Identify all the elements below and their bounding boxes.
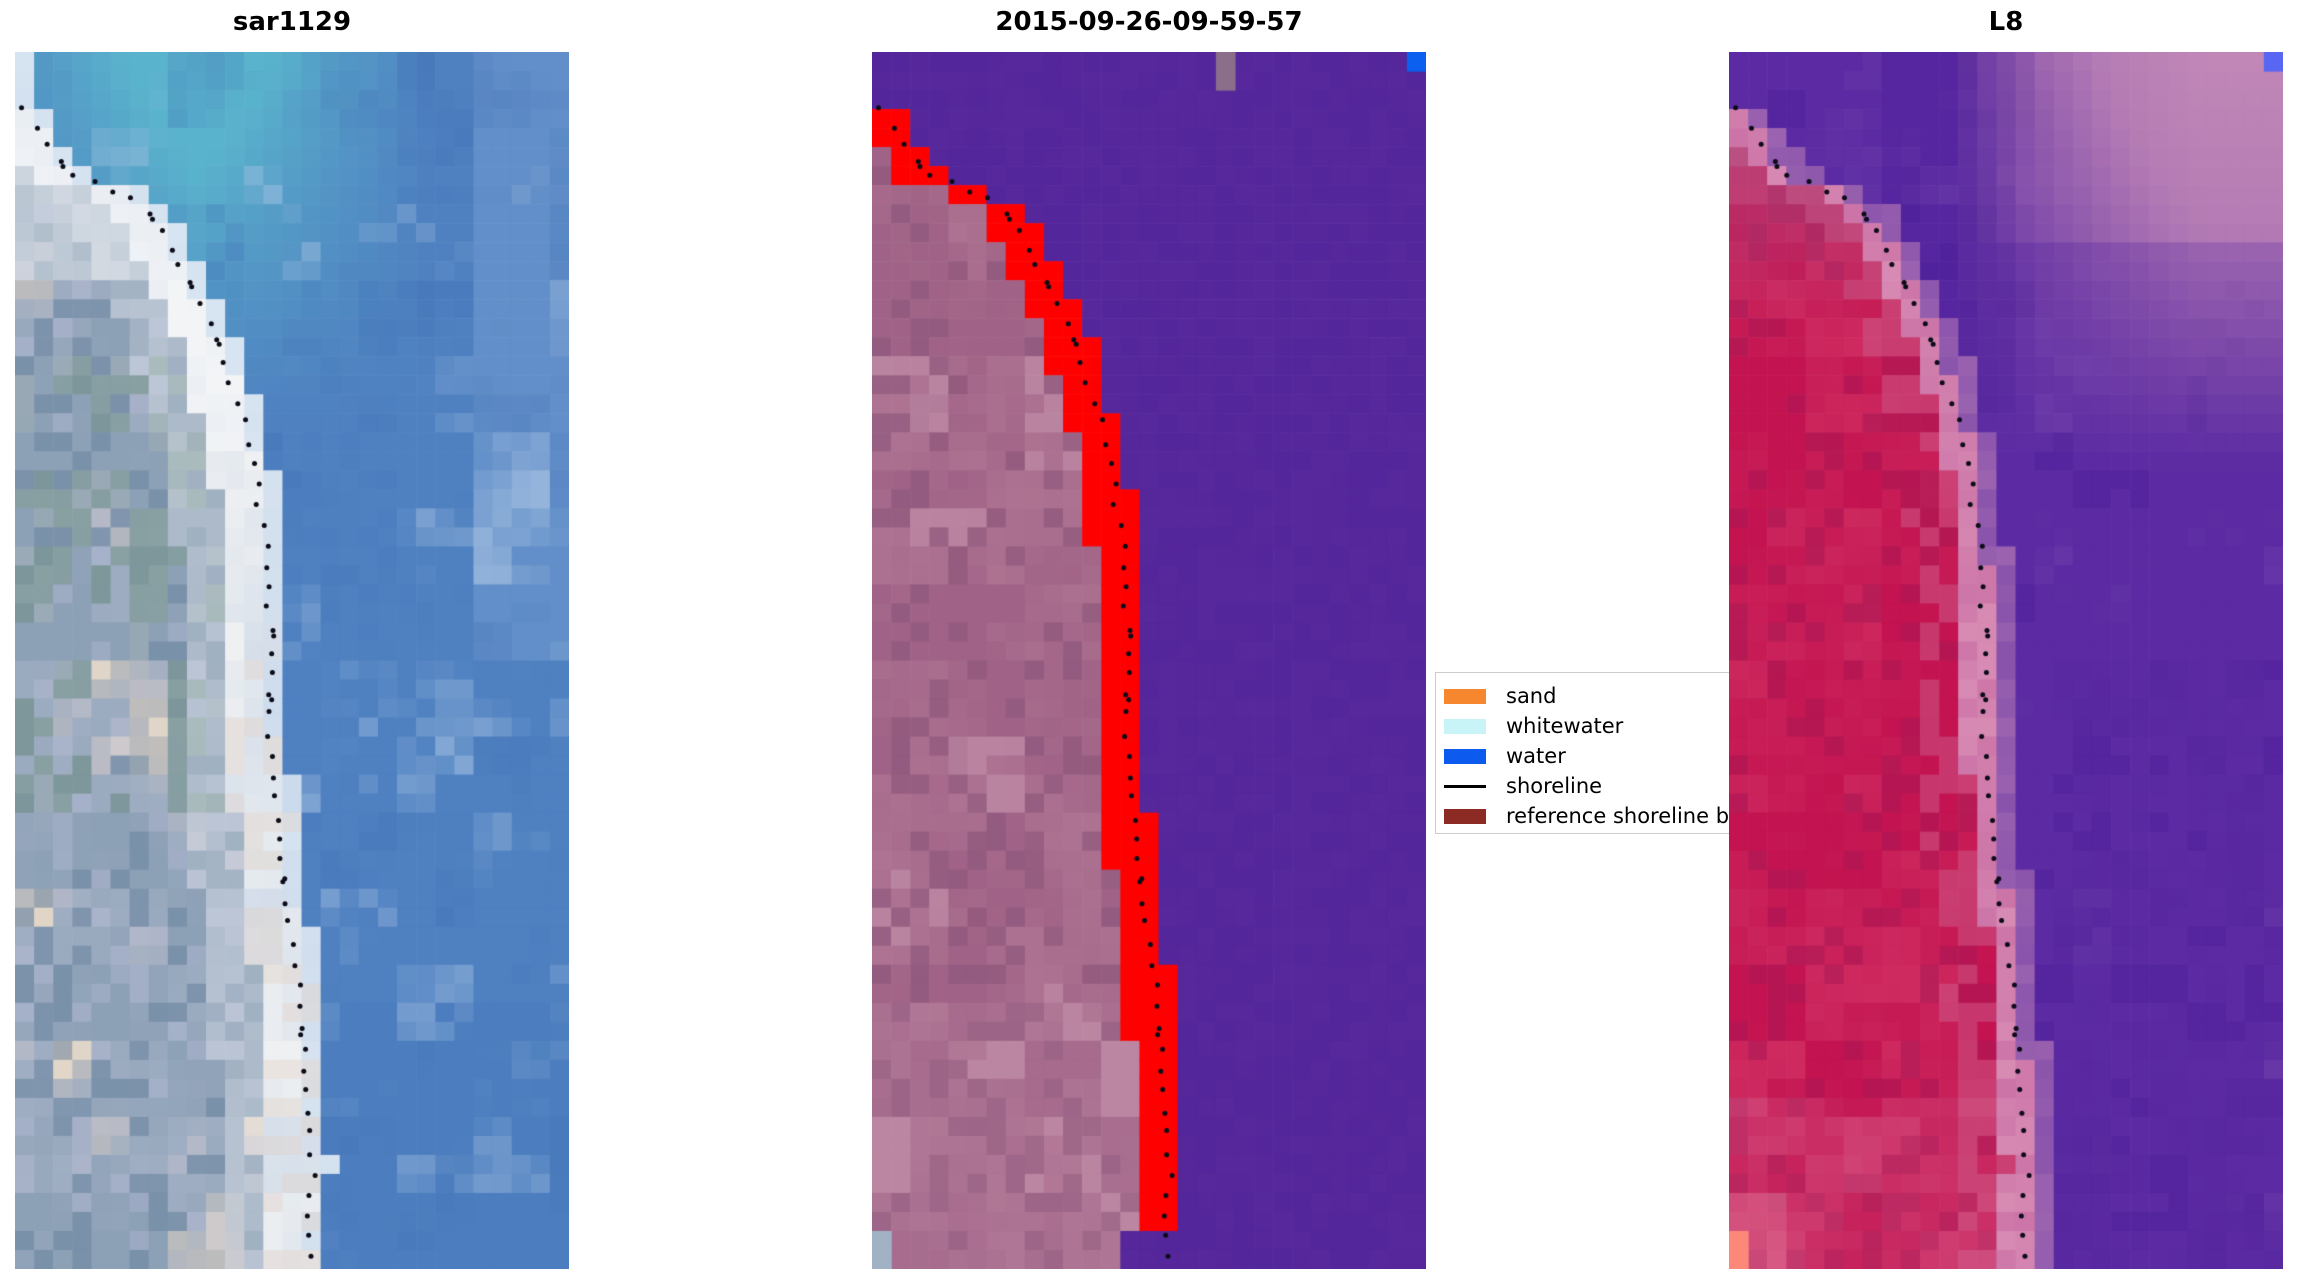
- legend-row-shoreline: shoreline: [1444, 771, 1786, 801]
- legend-label-whitewater: whitewater: [1506, 714, 1624, 738]
- l8-false-color-image: [1729, 52, 2283, 1269]
- shoreline-line-swatch: [1444, 784, 1486, 788]
- legend-row-water: water: [1444, 741, 1786, 771]
- panel-title-l8: L8: [1988, 7, 2024, 37]
- classified-image: [872, 52, 1426, 1269]
- legend-label-water: water: [1506, 744, 1566, 768]
- panel-sar1129: sar1129: [15, 7, 569, 1269]
- legend-row-sand: sand: [1444, 681, 1786, 711]
- whitewater-swatch: [1444, 718, 1486, 734]
- legend-label-reference-buffer: reference shoreline bu: [1506, 804, 1743, 828]
- water-swatch: [1444, 748, 1486, 764]
- reference-shoreline-buffer-swatch: [1444, 808, 1486, 824]
- panel-title-sar1129: sar1129: [232, 7, 352, 37]
- panel-l8: L8: [1729, 7, 2283, 1269]
- legend-row-whitewater: whitewater: [1444, 711, 1786, 741]
- panel-classified: 2015-09-26-09-59-57: [872, 7, 1426, 1269]
- sar-satellite-image: [15, 52, 569, 1269]
- legend-label-shoreline: shoreline: [1506, 774, 1603, 798]
- panel-title-date: 2015-09-26-09-59-57: [995, 7, 1303, 37]
- legend-row-reference-buffer: reference shoreline bu: [1444, 801, 1786, 831]
- legend-label-sand: sand: [1506, 684, 1557, 708]
- sand-swatch: [1444, 688, 1486, 704]
- legend-box: sand whitewater water shoreline referenc…: [1435, 672, 1787, 834]
